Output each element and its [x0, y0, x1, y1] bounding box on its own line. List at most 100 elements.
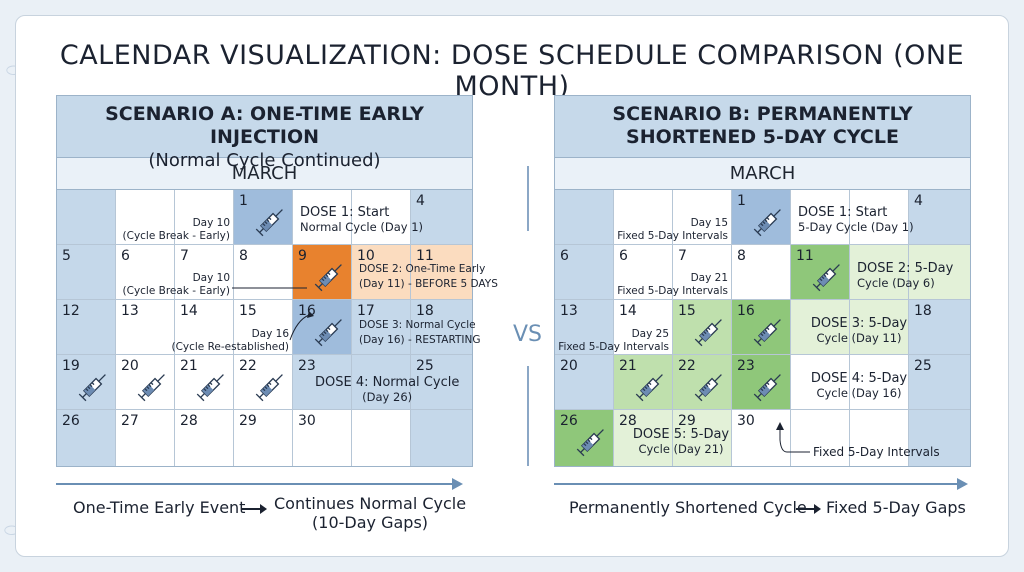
b-dose-2: DOSE 2: 5-Day Cycle (Day 6) [857, 261, 953, 291]
calendar-day-cell: 17 [352, 300, 411, 355]
calendar-day-cell: 29 [234, 410, 293, 466]
scenario-a-connectors [232, 287, 314, 341]
dose-line: DOSE 3: 5-Day [810, 316, 908, 331]
syringe-icon [252, 367, 290, 405]
day-number: 26 [560, 413, 578, 429]
calendar-day-cell: 22 [234, 355, 293, 410]
b-dose-5: DOSE 5: 5-Day Cycle (Day 21) [621, 427, 741, 457]
calendar-day-cell: 29 [673, 410, 732, 466]
day-number: 7 [678, 248, 687, 264]
day-number: 11 [416, 248, 434, 264]
a-note-3: Day 16 (Cycle Re-established) [171, 328, 289, 354]
calendar-day-cell: 1 [234, 190, 293, 245]
calendar-day-cell: 25 [909, 355, 970, 410]
connector-curve [779, 428, 810, 453]
day-number: 4 [914, 193, 923, 209]
syringe-icon [750, 367, 788, 405]
day-number: 9 [298, 248, 307, 264]
syringe-icon [134, 367, 172, 405]
dose-line: Cycle (Day 16) [816, 386, 902, 400]
b-note-2: Day 21 Fixed 5-Day Intervals [617, 272, 728, 298]
syringe-icon [809, 257, 847, 295]
a-dose-4: DOSE 4: Normal Cycle (Day 26) [315, 375, 459, 405]
divider-bottom [527, 366, 529, 466]
calendar-day-cell: 8 [234, 245, 293, 300]
calendar-day-cell: 6 [116, 245, 175, 300]
day-number: 13 [560, 303, 578, 319]
day-number: 13 [121, 303, 139, 319]
day-number: 23 [298, 358, 316, 374]
syringe-icon [75, 367, 113, 405]
b-note-1: Day 15 Fixed 5-Day Intervals [617, 217, 728, 243]
b-interval-label: Fixed 5-Day Intervals [813, 445, 940, 459]
day-number: 1 [737, 193, 746, 209]
scenario-b-panel: SCENARIO B: PERMANENTLY SHORTENED 5-DAY … [554, 95, 971, 467]
day-number: 18 [914, 303, 932, 319]
calendar-day-cell [352, 355, 411, 410]
scenario-a-panel: SCENARIO A: ONE-TIME EARLY INJECTION (No… [56, 95, 498, 467]
day-number: 10 [357, 248, 375, 264]
calendar-day-cell: 28 [614, 410, 673, 466]
scenario-b-timeline-arrow [554, 478, 968, 490]
calendar-day-cell: 20 [555, 355, 614, 410]
calendar-day-cell: 16 [293, 300, 352, 355]
a-dose-3: DOSE 3: Normal Cycle (Day 16) - RESTARTI… [359, 318, 481, 348]
scenario-b-header: SCENARIO B: PERMANENTLY SHORTENED 5-DAY … [555, 96, 970, 158]
scenario-a-calendar-grid: 1 4 5 6 7 8 9 10 11 12 13 14 15 16 17 18 19 20 21 22 23 25 26 2… [57, 190, 498, 466]
day-number: 14 [619, 303, 637, 319]
dose-line: DOSE 1: Start [300, 205, 390, 220]
day-number: 30 [737, 413, 755, 429]
day-number: 26 [62, 413, 80, 429]
calendar-day-cell [352, 190, 411, 245]
calendar-day-cell [352, 410, 411, 466]
dose-line: Cycle (Day 6) [857, 276, 935, 290]
dose-line: (Day 11) - BEFORE 5 DAYS [359, 278, 498, 290]
a-dose-1: DOSE 1: Start Normal Cycle (Day 1) [300, 205, 423, 235]
dose-line: DOSE 3: Normal Cycle [359, 319, 476, 331]
calendar-day-cell: 11 [791, 245, 850, 300]
b-dose-1: DOSE 1: Start 5-Day Cycle (Day 1) [798, 205, 914, 235]
calendar-day-cell [791, 355, 850, 410]
calendar-day-cell: 23 [732, 355, 791, 410]
day-number: 29 [239, 413, 257, 429]
day-number: 6 [560, 248, 569, 264]
calendar-day-cell [791, 190, 850, 245]
main-card: CALENDAR VISUALIZATION: DOSE SCHEDULE CO… [15, 15, 1009, 557]
syringe-icon [573, 422, 611, 460]
calendar-day-cell [791, 410, 850, 466]
calendar-day-cell: 18 [909, 300, 970, 355]
day-number: 22 [239, 358, 257, 374]
day-number: 19 [62, 358, 80, 374]
calendar-day-cell: 14 [614, 300, 673, 355]
scenario-b-title: SCENARIO B: PERMANENTLY [612, 103, 913, 125]
day-number: 27 [121, 413, 139, 429]
day-number: 11 [796, 248, 814, 264]
calendar-day-cell: 27 [116, 410, 175, 466]
day-number: 20 [121, 358, 139, 374]
calendar-day-cell [850, 355, 909, 410]
connector-arrowhead [776, 422, 784, 430]
day-number: 7 [180, 248, 189, 264]
calendar-day-cell: 1 [732, 190, 791, 245]
calendar-day-cell: 7 [673, 245, 732, 300]
calendar-day-cell: 23 [293, 355, 352, 410]
calendar-day-cell [791, 300, 850, 355]
connector-curve [289, 314, 310, 341]
note-line: Day 21 [690, 272, 728, 284]
calendar-day-cell: 6 [614, 245, 673, 300]
timeline-line: Continues Normal Cycle [274, 494, 467, 513]
note-line: Fixed 5-Day Intervals [558, 341, 669, 353]
day-number: 29 [678, 413, 696, 429]
calendar-day-cell: 16 [732, 300, 791, 355]
syringe-icon [750, 202, 788, 240]
note-line: Day 15 [690, 217, 728, 229]
note-line: Fixed 5-Day Intervals [617, 285, 728, 297]
day-number: 14 [180, 303, 198, 319]
timeline-line: (10-Day Gaps) [312, 513, 429, 532]
day-number: 21 [619, 358, 637, 374]
calendar-day-cell: 7 [175, 245, 234, 300]
calendar-day-cell [850, 245, 909, 300]
scenario-a-header: SCENARIO A: ONE-TIME EARLY INJECTION (No… [57, 96, 472, 171]
day-number: 4 [416, 193, 425, 209]
arrow-right-icon [242, 504, 267, 514]
